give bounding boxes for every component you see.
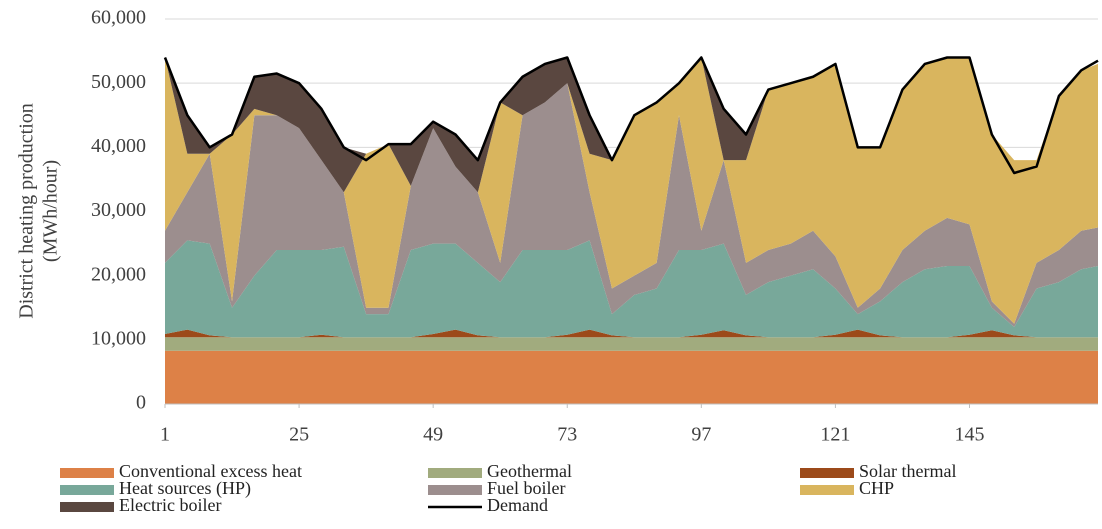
y-axis-label-line: (MWh/hour) xyxy=(40,160,62,262)
legend-label: Electric boiler xyxy=(119,495,221,515)
x-tick-label: 49 xyxy=(423,424,443,446)
legend-label: Heat sources (HP) xyxy=(119,478,251,499)
legend-swatch xyxy=(60,502,114,512)
x-tick-label: 1 xyxy=(160,424,170,446)
area xyxy=(165,57,1098,324)
legend-label: Fuel boiler xyxy=(487,478,566,498)
area xyxy=(165,337,1098,351)
demand-line xyxy=(163,56,1099,175)
legend-label: Demand xyxy=(487,495,548,515)
x-tick-label: 25 xyxy=(289,424,309,446)
legend-label: Solar thermal xyxy=(859,461,956,481)
area xyxy=(165,240,1098,338)
y-axis-label-line: District heating production xyxy=(16,103,38,319)
y-tick-label: 40,000 xyxy=(91,135,146,157)
area xyxy=(165,329,1098,338)
legend-swatch xyxy=(800,468,854,478)
legend-label: Conventional excess heat xyxy=(119,461,302,481)
legend-label: Geothermal xyxy=(487,461,572,481)
y-tick-label: 60,000 xyxy=(91,7,146,29)
legend-swatch xyxy=(800,485,854,495)
y-tick-label: 50,000 xyxy=(91,71,146,93)
x-tick-label: 145 xyxy=(955,424,985,446)
legend-swatch xyxy=(428,468,482,478)
y-axis-label: District heating production (MWh/hour) xyxy=(16,103,62,319)
x-tick-label: 97 xyxy=(691,424,711,446)
y-tick-label: 20,000 xyxy=(91,263,146,285)
x-tick-label: 121 xyxy=(820,424,850,446)
legend-swatch xyxy=(60,485,114,495)
legend-swatch xyxy=(60,468,114,478)
y-tick-label: 30,000 xyxy=(91,199,146,221)
area xyxy=(165,57,1098,193)
y-tick-label: 0 xyxy=(136,392,146,414)
x-tick-label: 73 xyxy=(557,424,577,446)
area xyxy=(165,350,1098,404)
legend-label: CHP xyxy=(859,478,894,498)
y-tick-label: 10,000 xyxy=(91,327,146,349)
area xyxy=(165,83,1098,328)
legend-swatch xyxy=(428,485,482,495)
